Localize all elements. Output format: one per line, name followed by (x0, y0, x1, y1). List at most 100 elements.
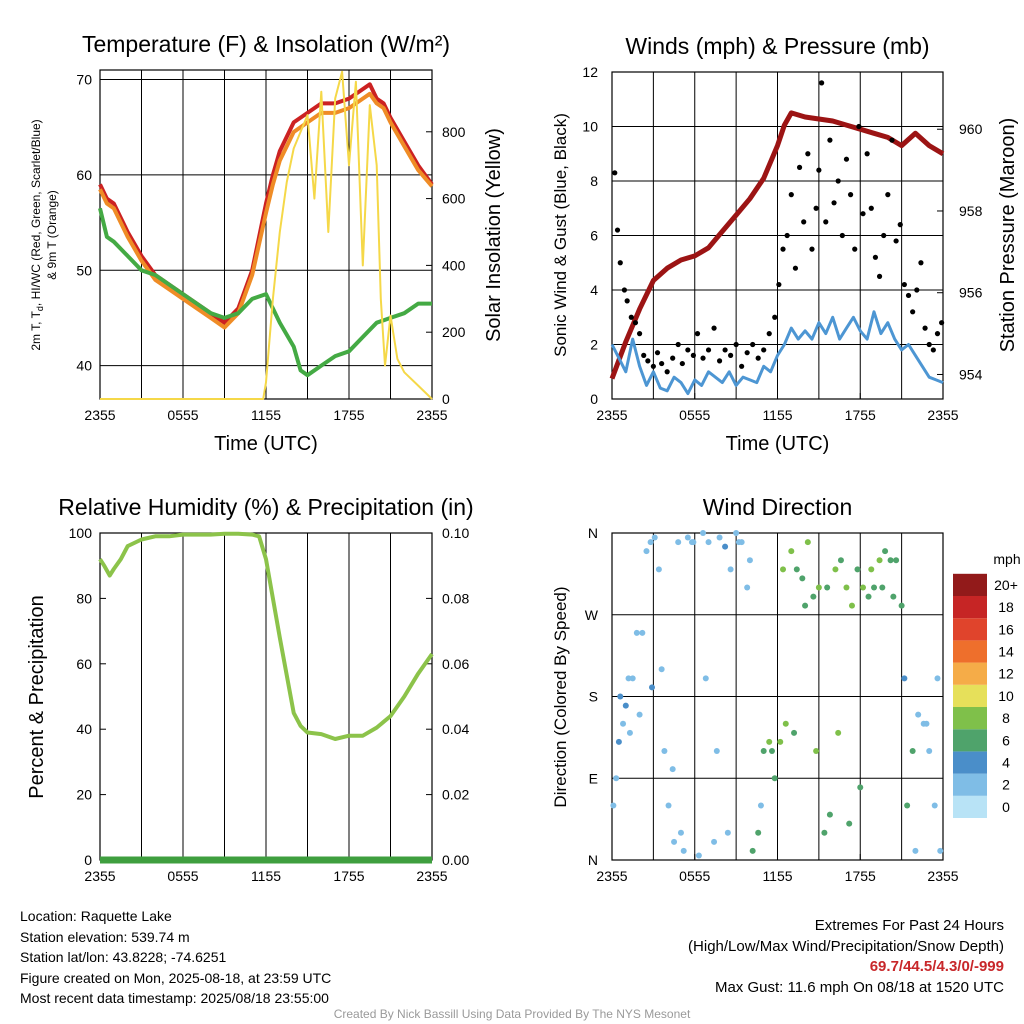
gust-point (632, 320, 639, 326)
direction-point (837, 557, 844, 564)
y2-tick-label: 800 (442, 124, 466, 140)
y2-axis-label: Station Pressure (Maroon) (997, 118, 1019, 353)
colorbar-label: 2 (1002, 777, 1010, 793)
gust-point (843, 156, 850, 162)
direction-point (860, 584, 867, 591)
gust-point (930, 347, 936, 353)
gust-point (645, 358, 651, 364)
direction-point (893, 557, 900, 564)
gust-point (739, 363, 745, 369)
station-info: Location: Raquette Lake Station elevatio… (20, 906, 331, 1009)
direction-point (702, 675, 709, 682)
direction-point (802, 602, 809, 609)
direction-point (815, 584, 822, 591)
direction-point (677, 829, 684, 836)
x-tick-label: 1755 (333, 407, 364, 423)
direction-point (882, 548, 889, 555)
gust-point (897, 222, 903, 228)
gust-point (780, 246, 786, 252)
gust-point (690, 352, 696, 358)
colorbar-swatch (953, 795, 987, 818)
gust-point (733, 341, 739, 348)
gust-point (766, 331, 772, 337)
x-tick-label: 2355 (596, 868, 627, 884)
x-tick-label: 2355 (84, 868, 115, 884)
colorbar-swatch (953, 751, 987, 774)
colorbar-unit: mph (993, 551, 1020, 567)
gust-point (614, 227, 621, 233)
gust-point (816, 167, 822, 173)
x-tick-label: 2355 (596, 407, 627, 423)
y2-tick-label: 0 (442, 391, 450, 407)
direction-point (757, 802, 764, 809)
gust-point (716, 358, 723, 364)
gust-point (839, 232, 845, 239)
y2-tick-label: 600 (442, 191, 466, 207)
direction-point (665, 802, 672, 809)
y-tick-label: 70 (76, 72, 92, 88)
gust-point (650, 363, 656, 369)
colorbar-label: 0 (1002, 799, 1010, 815)
plot-frame (99, 69, 433, 400)
colorbar-label: 16 (998, 621, 1014, 637)
colorbar-label: 4 (1002, 755, 1010, 771)
direction-point (755, 829, 762, 836)
direction-point (622, 702, 629, 709)
y-tick-label: 2 (590, 337, 598, 353)
direction-point (931, 802, 938, 809)
gust-point (885, 192, 891, 198)
direction-point (643, 548, 650, 555)
series-line-td (98, 207, 432, 378)
y-tick-label: 4 (590, 282, 598, 298)
direction-point (865, 593, 872, 600)
direction-point (724, 829, 731, 836)
y-tick-label: N (588, 852, 598, 868)
y-axis-label-part: , HI/WC (Red, Green, Scarlet/Blue) (29, 119, 43, 306)
chart-title: Relative Humidity (%) & Precipitation (i… (58, 494, 473, 520)
y-axis-label-line2: & 9m T (Orange) (45, 190, 59, 280)
gust-point (750, 341, 756, 348)
gust-point (796, 164, 803, 170)
station-location: Location: Raquette Lake (20, 908, 172, 924)
gust-point (872, 254, 879, 260)
y-tick-label: 8 (590, 173, 598, 189)
figure-created: Figure created on Mon, 2025-08-18, at 23… (20, 969, 332, 986)
gust-point (654, 350, 661, 356)
direction-point (633, 629, 640, 636)
gust-point (901, 281, 907, 288)
y2-tick-label: 200 (442, 324, 466, 340)
recent-timestamp: Most recent data timestamp: 2025/08/18 2… (20, 990, 329, 1006)
direction-point (651, 534, 658, 541)
direction-point (680, 847, 687, 854)
chart-title: Winds (mph) & Pressure (mb) (625, 33, 929, 59)
direction-point (626, 729, 633, 736)
gust-point (744, 350, 750, 356)
gust-point (856, 123, 862, 130)
gust-point (939, 320, 945, 326)
y2-tick-label: 958 (959, 203, 983, 219)
colorbar-swatch (953, 662, 987, 685)
y-tick-label: N (588, 525, 598, 541)
direction-point (824, 584, 831, 591)
colorbar-label: 20+ (994, 577, 1018, 593)
direction-point (658, 666, 665, 673)
gust-point (755, 355, 761, 361)
y2-tick-label: 0.02 (442, 787, 469, 803)
direction-point (639, 629, 646, 636)
direction-point (671, 838, 678, 845)
gust-point (910, 309, 916, 315)
gust-point (934, 331, 941, 337)
y-tick-label: 40 (76, 358, 92, 374)
direction-point (636, 711, 643, 718)
gust-point (670, 355, 676, 361)
direction-point (846, 820, 853, 827)
extremes-legend: (High/Low/Max Wind/Precipitation/Snow De… (688, 937, 1004, 955)
direction-point (760, 748, 767, 754)
y-tick-label: 10 (582, 119, 598, 135)
y2-tick-label: 954 (959, 366, 983, 382)
colorbar-swatch (953, 773, 987, 796)
direction-point (901, 675, 908, 682)
direction-point (904, 802, 911, 809)
y2-axis-label: Solar Insolation (Yellow) (483, 128, 505, 342)
direction-point (746, 557, 753, 564)
